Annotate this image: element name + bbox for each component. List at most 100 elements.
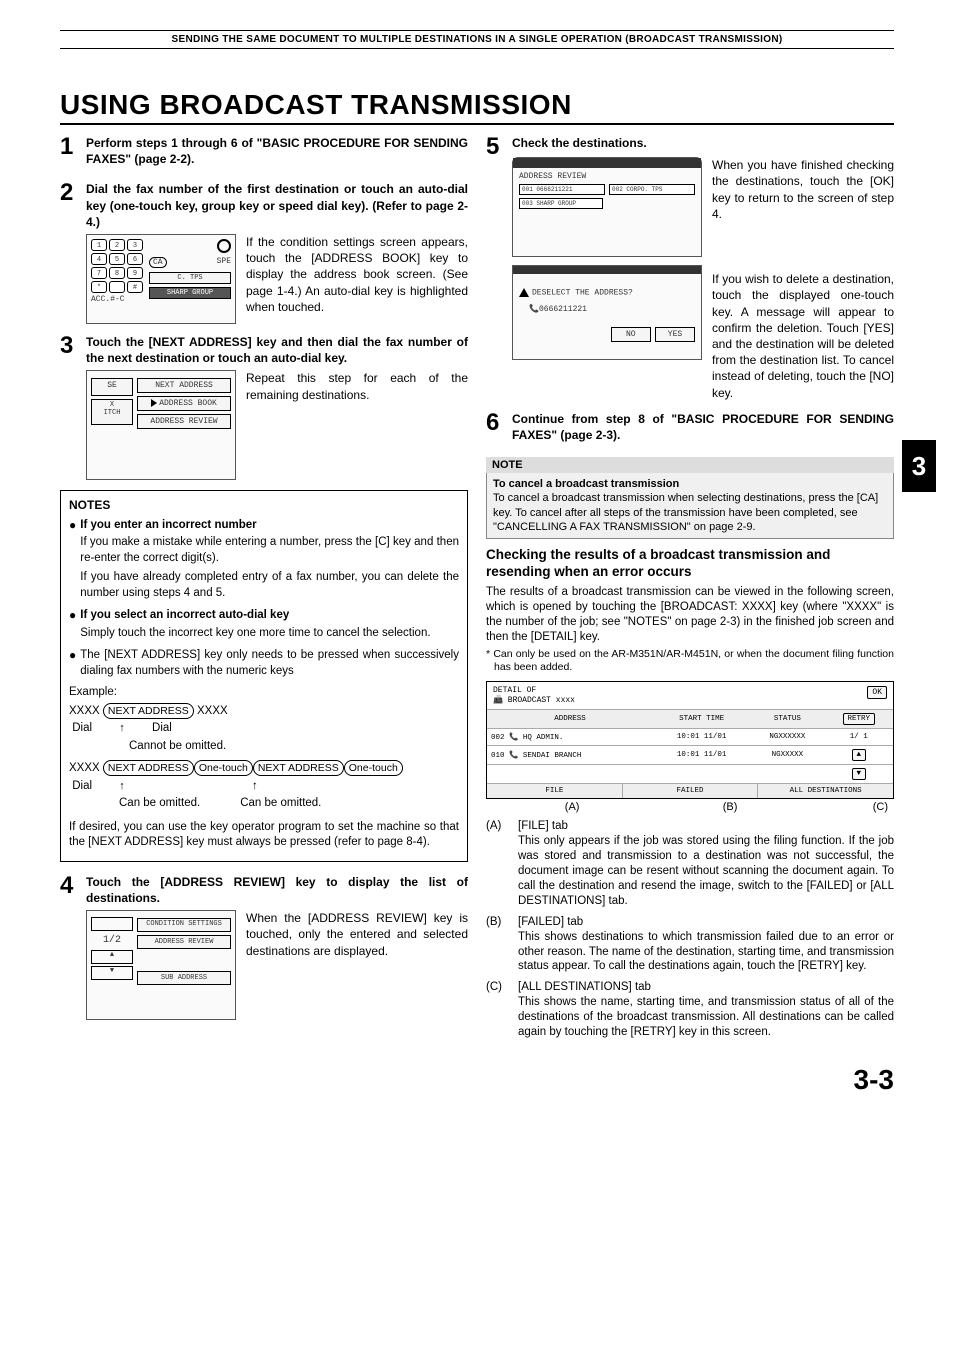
ca-key: CA xyxy=(149,257,167,268)
step-title: Touch the [NEXT ADDRESS] key and then di… xyxy=(86,334,468,366)
key xyxy=(109,281,125,293)
key: 8 xyxy=(109,267,125,279)
tab-desc-C: (C) [ALL DESTINATIONS] tabThis shows the… xyxy=(486,980,894,1040)
side-label: XITCH xyxy=(91,399,133,425)
step-title: Check the destinations. xyxy=(512,135,894,151)
step-3: 3 Touch the [NEXT ADDRESS] key and then … xyxy=(60,334,468,480)
oval: One-touch xyxy=(344,760,403,776)
notes-box: NOTES ●If you enter an incorrect number … xyxy=(60,490,468,861)
paragraph: The results of a broadcast transmission … xyxy=(486,585,894,645)
step-title: Dial the fax number of the first destina… xyxy=(86,181,468,230)
step-text: When you have finished checking the dest… xyxy=(712,157,894,257)
key: 5 xyxy=(109,253,125,265)
abc-labels: (A)(B)(C) xyxy=(486,801,894,813)
step-number: 1 xyxy=(60,135,80,171)
alldest-tab: ALL DESTINATIONS xyxy=(758,784,893,798)
play-icon xyxy=(151,399,157,407)
page-indicator: 1/2 xyxy=(91,935,133,946)
note-text: If you have already completed entry of a… xyxy=(80,570,459,601)
step-number: 6 xyxy=(486,411,506,447)
example-annotation: Cannot be omitted. xyxy=(69,739,459,755)
step-title: Touch the [ADDRESS REVIEW] key to displa… xyxy=(86,874,468,906)
side-label: SE xyxy=(91,378,133,396)
left-column: 1 Perform steps 1 through 6 of "BASIC PR… xyxy=(60,135,468,1046)
example-label: Example: xyxy=(69,685,459,701)
key: # xyxy=(127,281,143,293)
col-retry: RETRY xyxy=(825,710,893,729)
desc-title: [FILE] tab xyxy=(518,820,568,832)
spe-label: SPE xyxy=(217,257,231,268)
right-column: 5 Check the destinations. ADDRESS REVIEW… xyxy=(486,135,894,1046)
desc-label: (A) xyxy=(486,819,510,909)
next-address-oval: NEXT ADDRESS xyxy=(103,703,194,719)
key: * xyxy=(91,281,107,293)
step-text: Repeat this step for each of the remaini… xyxy=(246,370,468,402)
step-text: When the [ADDRESS REVIEW] key is touched… xyxy=(246,910,468,959)
col-address: ADDRESS xyxy=(487,710,653,729)
bullet-icon: ● xyxy=(69,608,76,645)
deselect-figure: DESELECT THE ADDRESS? 📞0666211221 NO YES xyxy=(512,265,702,360)
key: 2 xyxy=(109,239,125,251)
step-5: 5 Check the destinations. ADDRESS REVIEW… xyxy=(486,135,894,401)
step-title: Perform steps 1 through 6 of "BASIC PROC… xyxy=(86,135,468,167)
detail-table: ADDRESS START TIME STATUS RETRY 002 📞 HQ… xyxy=(487,709,893,783)
address-review-figure: ADDRESS REVIEW 001 0666211221 002 CORPO.… xyxy=(512,157,702,257)
warning-icon xyxy=(519,288,529,297)
oval: NEXT ADDRESS xyxy=(103,760,194,776)
key: 3 xyxy=(127,239,143,251)
condition-settings-btn: CONDITION SETTINGS xyxy=(137,918,231,932)
bullet-icon: ● xyxy=(69,648,76,683)
address-review-btn: ADDRESS REVIEW xyxy=(137,414,231,429)
step-title: Continue from step 8 of "BASIC PROCEDURE… xyxy=(512,411,894,443)
note-title: To cancel a broadcast transmission xyxy=(493,477,887,491)
step-number: 4 xyxy=(60,874,80,1020)
note-text: Simply touch the incorrect key one more … xyxy=(80,626,459,642)
detail-tabs: FILE FAILED ALL DESTINATIONS xyxy=(487,783,893,798)
tab-desc-A: (A) [FILE] tab This only appears if the j… xyxy=(486,819,894,909)
key: 6 xyxy=(127,253,143,265)
note-text: If you make a mistake while entering a n… xyxy=(80,535,459,566)
condition-settings-figure: 1/2 ▲ ▼ CONDITION SETTINGS ADDRESS REVIE… xyxy=(86,910,236,1020)
note-subtitle: If you select an incorrect auto-dial key xyxy=(80,608,459,624)
page-header: SENDING THE SAME DOCUMENT TO MULTIPLE DE… xyxy=(60,30,894,49)
desc-label: (B) xyxy=(486,915,510,975)
key: 1 xyxy=(91,239,107,251)
next-address-btn: NEXT ADDRESS xyxy=(137,378,231,393)
ok-btn: OK xyxy=(867,686,887,699)
note-body-text: To cancel a broadcast transmission when … xyxy=(493,492,878,533)
page-title: USING BROADCAST TRANSMISSION xyxy=(60,89,894,125)
step-number: 3 xyxy=(60,334,80,480)
bullet-icon: ● xyxy=(69,518,76,606)
ctps-key: C. TPS xyxy=(149,272,231,284)
notes-heading: NOTES xyxy=(69,497,459,513)
table-row: ▼ xyxy=(487,765,893,784)
desc-title: [ALL DESTINATIONS] tab xyxy=(518,981,651,993)
desc-title: [FAILED] tab xyxy=(518,916,583,928)
note-label: NOTE xyxy=(486,457,894,473)
detail-subtitle: 📠 BROADCAST xxxx xyxy=(493,695,575,705)
sub-address-btn: SUB ADDRESS xyxy=(137,971,231,985)
desc-label: (C) xyxy=(486,980,510,1040)
tab-desc-B: (B) [FAILED] tab This shows destinations … xyxy=(486,915,894,975)
oval: NEXT ADDRESS xyxy=(253,760,344,776)
step-2: 2 Dial the fax number of the first desti… xyxy=(60,181,468,324)
key: 7 xyxy=(91,267,107,279)
step-number: 2 xyxy=(60,181,80,324)
step-6: 6 Continue from step 8 of "BASIC PROCEDU… xyxy=(486,411,894,447)
desc-body: This shows destinations to which transmi… xyxy=(518,931,894,973)
detail-title: DETAIL OF xyxy=(493,686,575,695)
example-annotation: Dial↑↑ xyxy=(69,779,459,795)
step-text: If you wish to delete a destination, tou… xyxy=(712,271,894,401)
step-text: If the condition settings screen appears… xyxy=(246,234,468,315)
step-1: 1 Perform steps 1 through 6 of "BASIC PR… xyxy=(60,135,468,171)
footnote: * Can only be used on the AR-M351N/AR-M4… xyxy=(486,648,894,675)
key: 9 xyxy=(127,267,143,279)
file-tab: FILE xyxy=(487,784,623,798)
example-line-2: XXXX NEXT ADDRESSOne-touchNEXT ADDRESSOn… xyxy=(69,760,459,777)
addr-row: 002 CORPO. TPS xyxy=(609,184,695,195)
col-starttime: START TIME xyxy=(653,710,750,729)
two-column-layout: 1 Perform steps 1 through 6 of "BASIC PR… xyxy=(60,135,894,1046)
desc-body: This only appears if the job was stored … xyxy=(518,835,894,907)
example-annotation: Dial↑Dial xyxy=(69,721,459,737)
note-text: The [NEXT ADDRESS] key only needs to be … xyxy=(80,648,459,679)
